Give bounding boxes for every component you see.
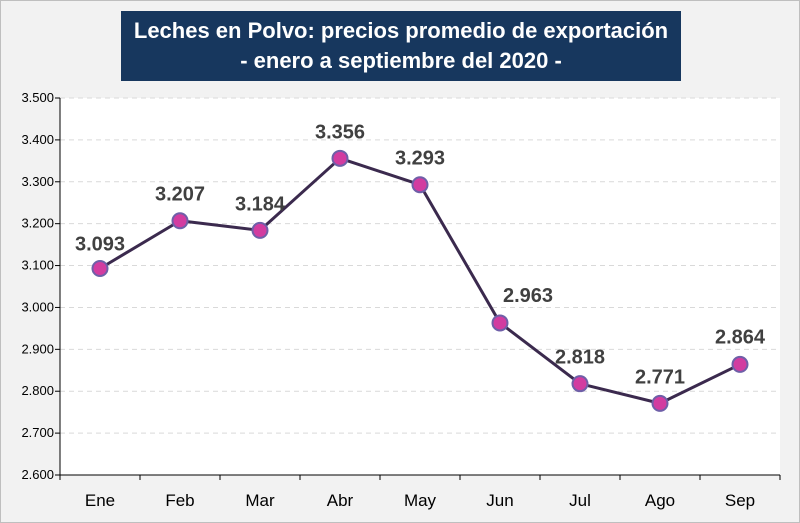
x-axis-ticks: Ene Feb Mar Abr May Jun Jul Ago Sep <box>59 475 781 510</box>
data-point-sep <box>731 355 749 373</box>
data-label-may: 3.293 <box>395 148 445 170</box>
chart-subtitle: - enero a septiembre del 2020 - <box>240 48 562 73</box>
data-label-jun: 2.963 <box>503 285 553 307</box>
plot-area <box>60 98 780 475</box>
x-tick-label-feb: Feb <box>165 491 194 510</box>
x-tick-label-abr: Abr <box>327 491 354 510</box>
data-point-mar <box>251 221 269 239</box>
gridlines <box>60 97 780 434</box>
data-labels: 3.093 3.207 3.184 3.356 3.293 2.963 2.818 2.771… <box>75 121 766 388</box>
y-tick-label-7: 3.300 <box>21 174 54 189</box>
data-point-jul <box>571 375 589 393</box>
data-point-jun <box>491 314 509 332</box>
x-tick-label-may: May <box>404 491 437 510</box>
data-label-ago: 2.771 <box>635 366 685 388</box>
data-point-abr <box>331 149 349 167</box>
y-tick-label-0: 2.600 <box>21 467 54 482</box>
data-point-ago <box>651 394 669 412</box>
data-point-feb <box>171 212 189 230</box>
x-tick-label-jul: Jul <box>569 491 591 510</box>
data-label-abr: 3.356 <box>315 121 365 143</box>
x-tick-label-sep: Sep <box>725 491 755 510</box>
data-label-mar: 3.184 <box>235 193 286 215</box>
x-tick-label-ago: Ago <box>645 491 675 510</box>
y-tick-label-1: 2.700 <box>21 425 54 440</box>
data-point-ene <box>91 259 109 277</box>
chart-title: Leches en Polvo: precios promedio de exp… <box>133 18 669 43</box>
chart-title-box: Leches en Polvo: precios promedio de exp… <box>121 11 681 81</box>
y-tick-label-8: 3.400 <box>21 132 54 147</box>
axes <box>59 98 780 476</box>
data-label-sep: 2.864 <box>715 326 766 348</box>
y-tick-label-6: 3.200 <box>21 216 54 231</box>
y-tick-label-5: 3.100 <box>21 258 54 273</box>
y-tick-label-3: 2.900 <box>21 341 54 356</box>
x-tick-label-mar: Mar <box>245 491 275 510</box>
y-axis-ticks: 2.600 2.700 2.800 2.900 3.000 3.100 3.200 3.300… <box>21 90 60 482</box>
y-tick-label-4: 3.000 <box>21 299 54 314</box>
x-tick-label-jun: Jun <box>486 491 513 510</box>
data-label-feb: 3.207 <box>155 184 205 206</box>
data-points <box>91 149 749 412</box>
x-tick-label-ene: Ene <box>85 491 115 510</box>
data-label-jul: 2.818 <box>555 347 605 369</box>
y-tick-label-2: 2.800 <box>21 383 54 398</box>
data-point-may <box>411 176 429 194</box>
data-label-ene: 3.093 <box>75 233 125 255</box>
y-tick-label-9: 3.500 <box>21 90 54 105</box>
